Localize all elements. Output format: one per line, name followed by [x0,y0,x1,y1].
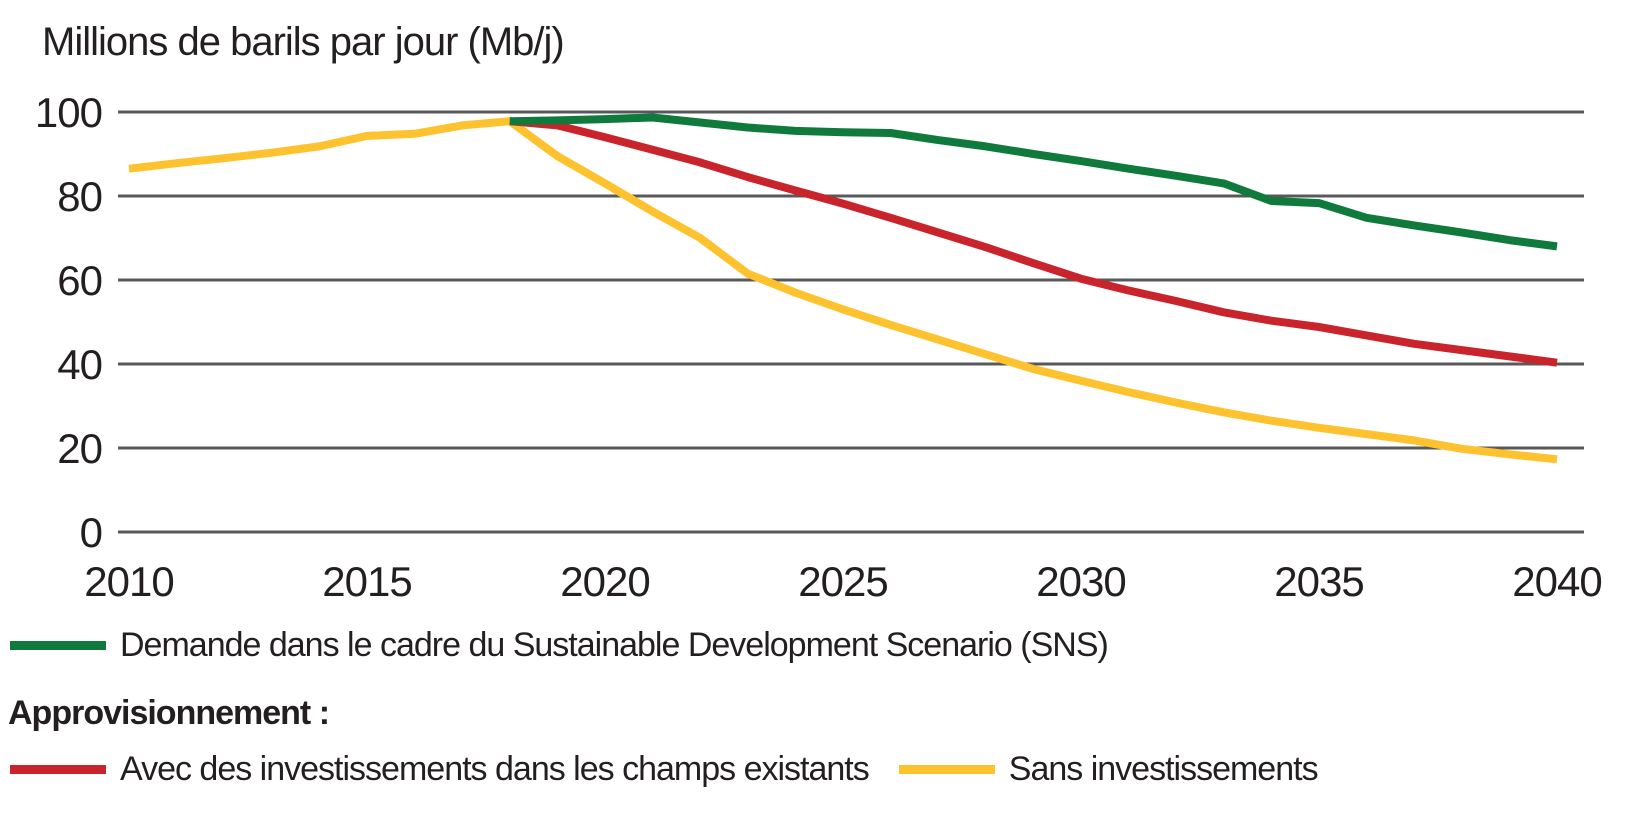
svg-text:2010: 2010 [84,558,173,605]
with-investment-line-swatch-icon [10,765,106,774]
svg-text:2035: 2035 [1274,558,1363,605]
svg-text:2015: 2015 [322,558,411,605]
svg-text:0: 0 [80,509,102,556]
legend-row-supply: Avec des investissements dans les champs… [10,750,1319,789]
svg-text:100: 100 [35,89,102,136]
svg-text:60: 60 [57,257,102,304]
y-axis-unit-title: Millions de barils par jour (Mb/j) [42,20,565,64]
without-investment-line-swatch-icon [898,765,995,774]
legend-label-with-investment: Avec des investissements dans les champs… [120,750,870,788]
svg-text:2030: 2030 [1036,558,1125,605]
legend-heading-supply: Approvisionnement : [8,694,330,732]
svg-text:2025: 2025 [798,558,887,605]
svg-text:40: 40 [57,341,102,388]
svg-text:80: 80 [57,173,102,220]
demand-line-swatch-icon [10,641,106,650]
svg-text:2040: 2040 [1512,558,1601,605]
legend-row-demand: Demande dans le cadre du Sustainable Dev… [10,626,1109,665]
legend-label-without-investment: Sans investissements [1008,750,1319,788]
legend-label-demand: Demande dans le cadre du Sustainable Dev… [120,626,1109,664]
svg-text:20: 20 [57,425,102,472]
svg-text:2020: 2020 [560,558,649,605]
